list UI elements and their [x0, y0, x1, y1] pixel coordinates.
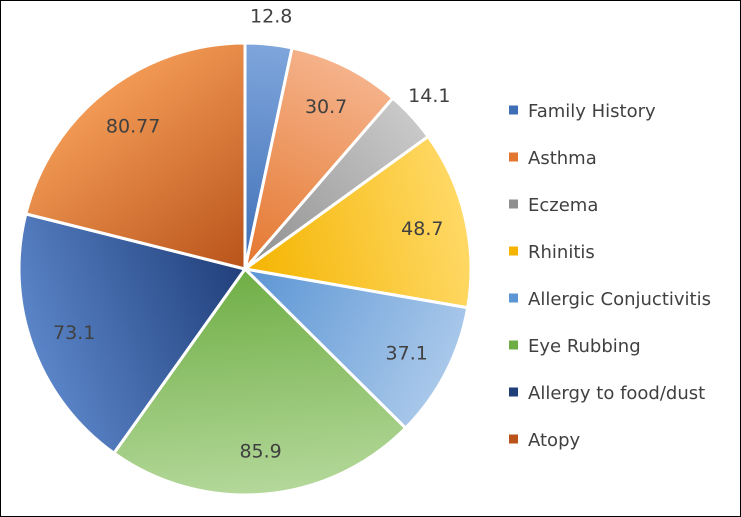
- legend: Family History Asthma Eczema Rhinitis Allerg…: [509, 101, 711, 451]
- legend-swatch: [509, 152, 518, 162]
- legend-label: Family History: [528, 101, 656, 122]
- legend-item-allergy-to-food-dust: Allergy to food/dust: [509, 383, 705, 404]
- data-label-family-history: 12.8: [250, 5, 292, 27]
- data-label-asthma: 30.7: [305, 96, 347, 118]
- pie-slice-eye-rubbing: [112, 267, 408, 497]
- legend-label: Atopy: [528, 430, 580, 451]
- legend-swatch: [509, 105, 518, 115]
- legend-item-family-history: Family History: [509, 101, 656, 122]
- legend-label: Rhinitis: [528, 242, 595, 263]
- legend-swatch: [509, 199, 518, 209]
- pie-data-labels: 12.8 30.7 14.1 48.7 37.1 85.9 73.1 80.77: [53, 5, 450, 462]
- data-label-allergy-to-food-dust: 73.1: [53, 322, 95, 344]
- data-label-rhinitis: 48.7: [401, 218, 443, 240]
- legend-swatch: [509, 387, 518, 397]
- legend-label: Allergy to food/dust: [528, 383, 705, 404]
- legend-item-asthma: Asthma: [509, 148, 597, 169]
- legend-label: Allergic Conjuctivitis: [528, 289, 711, 310]
- pie-slice-rhinitis: [243, 135, 473, 310]
- legend-item-atopy: Atopy: [509, 430, 580, 451]
- legend-swatch: [509, 434, 518, 444]
- legend-swatch: [509, 293, 518, 303]
- legend-label: Eczema: [528, 195, 598, 216]
- pie-slice-allergy-to-food-dust: [17, 212, 247, 455]
- legend-item-allergic-conjuctivitis: Allergic Conjuctivitis: [509, 289, 711, 310]
- pie-slice-asthma: [243, 46, 395, 271]
- legend-item-eczema: Eczema: [509, 195, 598, 216]
- legend-label: Asthma: [528, 148, 597, 169]
- pie-slices: [17, 41, 473, 497]
- pie-slice-atopy: [24, 41, 247, 271]
- data-label-eczema: 14.1: [408, 85, 450, 107]
- data-label-eye-rubbing: 85.9: [239, 440, 281, 462]
- legend-item-rhinitis: Rhinitis: [509, 242, 595, 263]
- pie-slice-allergic-conjuctivitis: [243, 267, 470, 430]
- legend-swatch: [509, 340, 518, 350]
- legend-item-eye-rubbing: Eye Rubbing: [509, 336, 641, 357]
- legend-label: Eye Rubbing: [528, 336, 641, 357]
- data-label-allergic-conjuctivitis: 37.1: [386, 343, 428, 365]
- legend-swatch: [509, 246, 518, 256]
- data-label-atopy: 80.77: [106, 116, 160, 138]
